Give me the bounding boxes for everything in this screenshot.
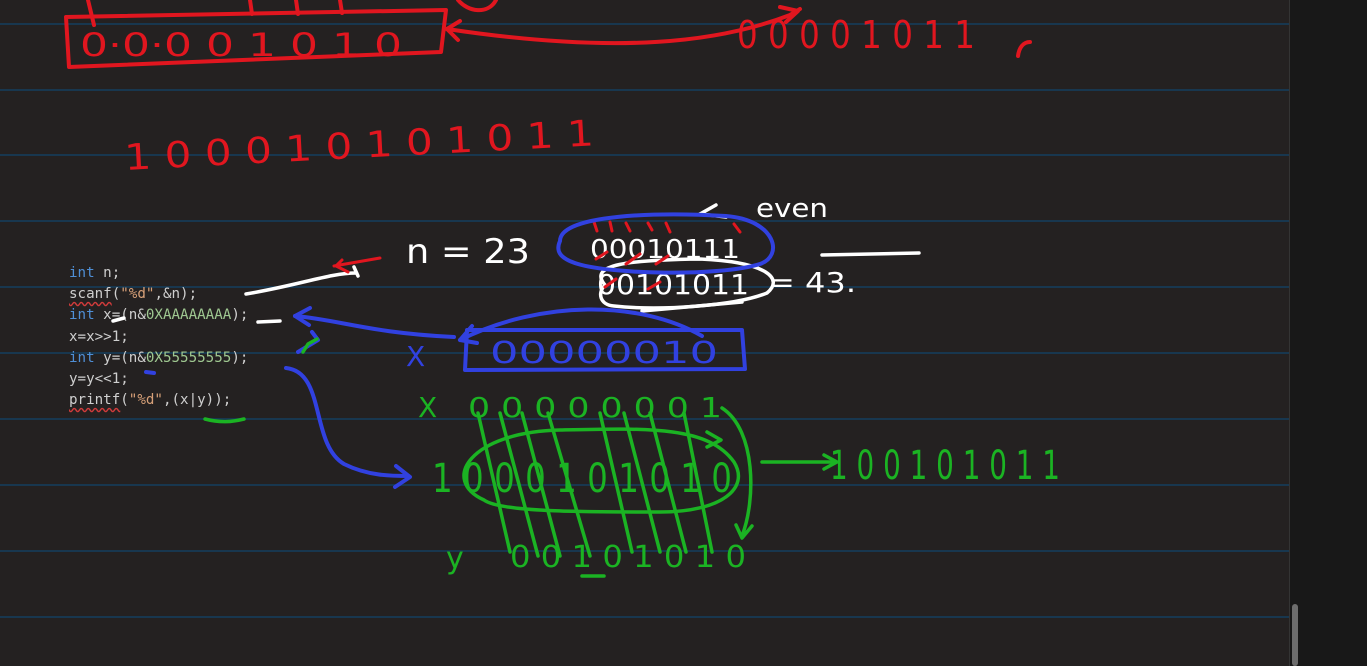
blue-x-label: X [406, 340, 425, 373]
green-y-row: 0 0 1 0 1 0 1 0 [510, 540, 746, 575]
red-middle-row-digits: 1 0 0 0 1 0 1 0 1 0 1 1 [123, 113, 595, 179]
red-small-marks [332, 220, 742, 291]
code-token: ( [111, 286, 121, 303]
ruled-line [0, 418, 1289, 420]
drawing-canvas[interactable]: int n; scanf("%d",&n); int x=(n&0XAAAAAAAA… [0, 0, 1289, 666]
ruled-line [0, 154, 1289, 156]
code-line: int n; [69, 263, 248, 284]
code-token: y=y<<1; [69, 371, 129, 388]
red-top-right-digits: 0 0 0 0 1 0 1 1 [737, 13, 975, 57]
code-token: x=(n& [103, 307, 146, 324]
white-binary-top: 00010111 [590, 235, 740, 265]
code-line: int y=(n&0X55555555); [69, 348, 248, 369]
code-line: int x=(n&0XAAAAAAAA); [69, 305, 248, 326]
ruled-line [0, 23, 1289, 25]
white-binary-bottom: 00101011 [597, 268, 749, 301]
code-token: "%d" [128, 392, 163, 409]
code-token: 0XAAAAAAAA [145, 307, 232, 324]
code-line: scanf("%d",&n); [69, 284, 248, 305]
red-top-box-digits: 0·0·0 0 1 0 1 0 [80, 26, 402, 64]
code-token: printf [69, 392, 121, 409]
code-token: ( [120, 392, 129, 409]
code-token: n; [103, 265, 121, 281]
green-annotations [203, 337, 839, 578]
code-token: ,(x|y)); [162, 392, 232, 409]
code-token: int [69, 265, 104, 281]
ruled-line [0, 220, 1289, 222]
right-panel [1289, 0, 1367, 666]
ruled-line [0, 616, 1289, 618]
code-token: 0X55555555 [145, 349, 232, 366]
vertical-scrollbar[interactable] [1292, 604, 1298, 666]
green-result: 1 0 0 1 0 1 0 1 1 [830, 443, 1060, 489]
green-combined-row: 1 0 0 0 1 0 1 0 1 0 [432, 456, 732, 502]
ruled-line [0, 89, 1289, 91]
code-token: int [69, 349, 104, 366]
code-token: ); [231, 349, 249, 366]
code-token: scanf [69, 286, 112, 303]
white-equals-43: = 43. [768, 266, 856, 299]
code-token: ); [231, 307, 249, 324]
ruled-line [0, 550, 1289, 552]
code-token: y=(n& [103, 349, 146, 366]
ruled-line [0, 484, 1289, 486]
code-token: ,&n); [154, 286, 198, 303]
code-line: y=y<<1; [69, 369, 248, 390]
green-y-label: y [446, 541, 464, 576]
code-token: x=x>>1; [69, 328, 129, 345]
red-top-annotations [64, 0, 1032, 69]
code-token: int [69, 307, 104, 324]
code-token: "%d" [120, 286, 155, 303]
white-n-label: n = 23 [406, 232, 530, 272]
code-line: printf("%d",(x|y)); [69, 390, 248, 411]
code-snippet: int n; scanf("%d",&n); int x=(n&0XAAAAAAAA… [69, 263, 248, 411]
code-line: x=x>>1; [69, 327, 248, 348]
